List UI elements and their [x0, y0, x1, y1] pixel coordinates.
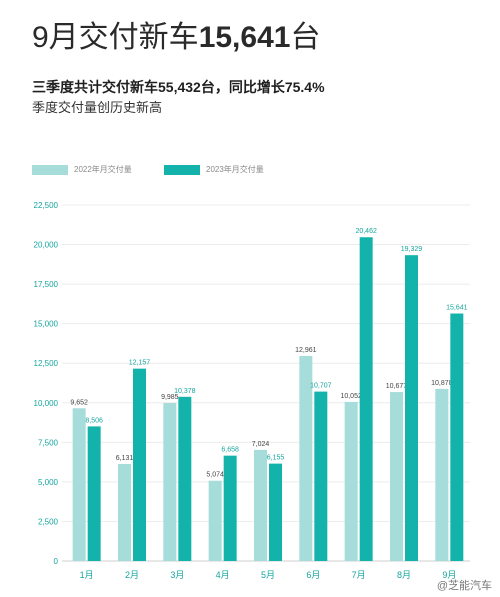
legend-label-2022: 2022年月交付量	[74, 165, 132, 174]
data-label-2023: 8,506	[85, 417, 103, 424]
record-note: 季度交付量创历史新高	[32, 100, 163, 115]
x-tick-label: 3月	[170, 570, 184, 580]
bar-2022	[299, 355, 313, 561]
bar-2023	[87, 426, 101, 561]
y-tick-label: 0	[54, 557, 59, 566]
data-label-2022: 9,652	[70, 399, 88, 406]
quarter-summary: 三季度共计交付新车55,432台，同比增长75.4%	[32, 79, 325, 95]
data-label-2023: 10,378	[174, 388, 196, 395]
bar-2023	[450, 313, 464, 561]
x-tick-label: 5月	[261, 570, 275, 580]
y-tick-label: 22,500	[34, 201, 59, 210]
headline-suffix: 台	[290, 21, 321, 54]
bar-2023	[314, 391, 328, 561]
data-label-2022: 10,052	[340, 393, 362, 400]
headline-number: 15,641	[198, 21, 291, 54]
y-tick-label: 5,000	[38, 478, 59, 487]
x-tick-label: 8月	[397, 570, 411, 580]
data-label-2022: 9,985	[161, 394, 179, 401]
data-label-2022: 10,878	[431, 380, 453, 387]
bar-2022	[254, 449, 267, 561]
bar-2023	[178, 396, 192, 561]
bar-2022	[163, 403, 177, 561]
bar-2022	[208, 480, 222, 561]
data-label-2023: 6,658	[221, 447, 239, 454]
data-label-2022: 7,024	[252, 441, 270, 448]
legend-swatch-2022	[32, 164, 68, 175]
bar-2023	[133, 368, 146, 561]
bar-2023	[359, 237, 373, 562]
data-label-2023: 19,329	[401, 246, 423, 253]
x-tick-label: 1月	[80, 570, 94, 580]
bar-2023	[223, 455, 237, 561]
x-tick-label: 9月	[442, 570, 456, 580]
bar-2022	[344, 401, 358, 561]
data-label-2023: 12,157	[129, 360, 151, 367]
data-label-2022: 12,961	[295, 347, 317, 354]
y-tick-label: 2,500	[38, 517, 59, 526]
x-tick-label: 2月	[125, 570, 139, 580]
headline-prefix: 9月交付新车	[32, 21, 199, 54]
y-tick-label: 20,000	[34, 241, 59, 250]
bar-2022	[390, 392, 403, 561]
y-tick-label: 15,000	[34, 320, 59, 329]
y-tick-label: 7,500	[38, 438, 59, 447]
legend-label-2023: 2023年月交付量	[206, 165, 264, 174]
x-tick-label: 4月	[216, 570, 230, 580]
watermark: @芝能汽车	[436, 580, 492, 592]
data-label-2023: 10,707	[310, 383, 332, 390]
bar-2022	[435, 388, 449, 561]
bar-2023	[269, 463, 282, 561]
bar-2022	[118, 463, 131, 561]
data-label-2022: 10,677	[386, 383, 408, 390]
headline: 9月交付新车15,641台	[32, 18, 320, 58]
data-label-2022: 6,131	[116, 455, 134, 462]
legend-item-2022: 2022年月交付量	[32, 164, 132, 175]
legend-swatch-2023	[164, 164, 200, 175]
bar-2022	[72, 408, 86, 561]
bar-2023	[405, 255, 418, 561]
data-label-2022: 5,074	[206, 472, 224, 479]
y-tick-label: 10,000	[34, 399, 59, 408]
y-tick-label: 17,500	[34, 280, 59, 289]
data-label-2023: 6,155	[267, 455, 285, 462]
legend-item-2023: 2023年月交付量	[164, 164, 264, 175]
x-tick-label: 7月	[352, 570, 366, 580]
y-tick-label: 12,500	[34, 359, 59, 368]
data-label-2023: 20,462	[355, 228, 377, 235]
data-label-2023: 15,641	[446, 305, 468, 312]
x-tick-label: 6月	[306, 570, 320, 580]
